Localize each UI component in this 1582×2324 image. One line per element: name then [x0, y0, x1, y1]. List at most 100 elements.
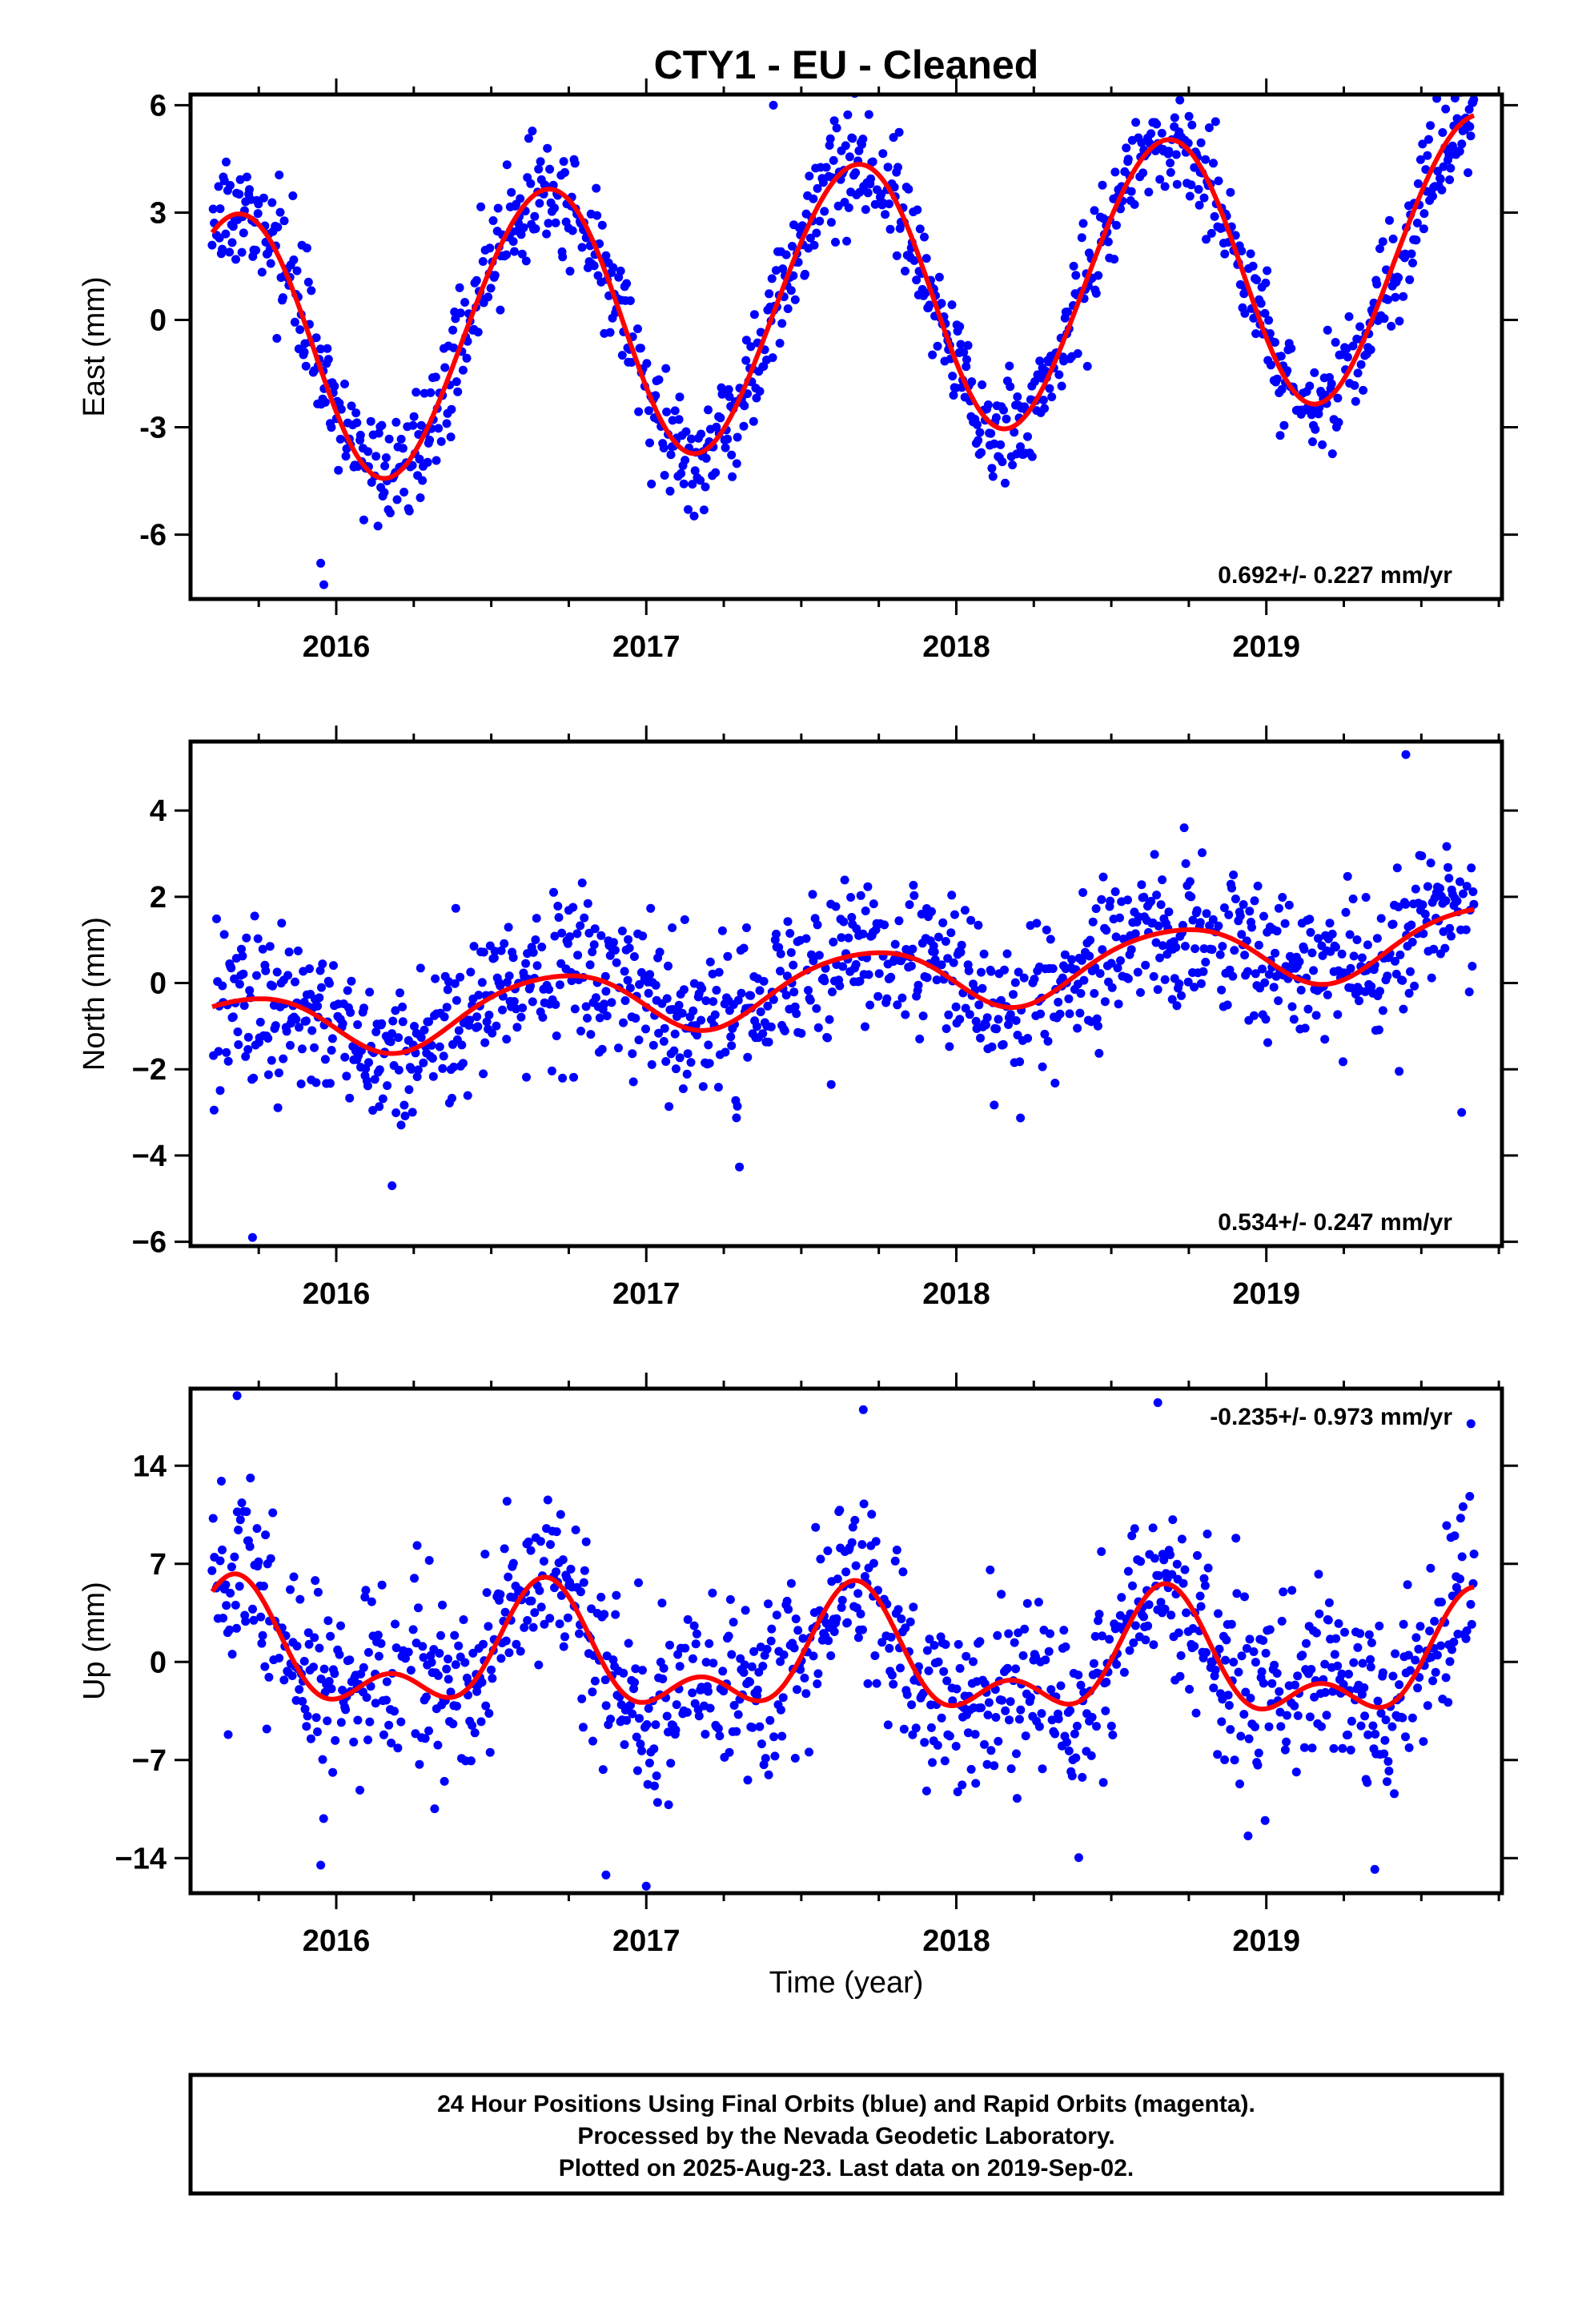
data-point: [526, 179, 536, 188]
data-point: [1126, 187, 1136, 196]
data-point: [813, 1669, 823, 1679]
data-point: [367, 1597, 376, 1606]
data-point: [675, 392, 685, 402]
data-point: [1305, 1712, 1315, 1722]
data-point: [571, 1525, 580, 1534]
data-point: [295, 1685, 304, 1695]
data-point: [1036, 1009, 1046, 1019]
data-point: [729, 1618, 738, 1627]
data-point: [1464, 168, 1473, 178]
data-point: [328, 1767, 338, 1777]
data-point: [863, 188, 873, 198]
data-point: [829, 1627, 839, 1636]
data-point: [1014, 1628, 1023, 1638]
data-point: [1299, 944, 1309, 954]
data-point: [1272, 927, 1282, 936]
data-point: [466, 1756, 476, 1766]
data-point: [1041, 1655, 1050, 1665]
data-point: [436, 1630, 445, 1640]
data-point: [481, 1701, 491, 1711]
data-point: [1378, 237, 1387, 247]
data-point: [739, 943, 749, 953]
data-point: [237, 247, 247, 257]
data-point: [428, 1072, 438, 1081]
data-point: [207, 1566, 217, 1575]
data-point: [1016, 442, 1025, 452]
data-point: [887, 1671, 897, 1680]
data-point: [832, 1614, 841, 1623]
data-point: [375, 1102, 384, 1112]
data-point: [1201, 155, 1211, 164]
data-point: [266, 1554, 275, 1563]
data-point: [890, 1556, 900, 1566]
data-point: [379, 1730, 388, 1739]
data-point: [468, 1721, 477, 1731]
data-point: [290, 317, 299, 327]
data-point: [855, 976, 865, 986]
data-point: [786, 1578, 796, 1588]
data-point: [1046, 1629, 1054, 1638]
data-point: [442, 1664, 452, 1674]
data-point: [780, 1026, 789, 1035]
data-point: [596, 931, 606, 940]
data-point: [951, 1002, 961, 1011]
data-point: [612, 1590, 621, 1600]
data-point: [1188, 915, 1198, 925]
data-point: [630, 1678, 639, 1687]
y-tick-label: −7: [132, 1744, 167, 1778]
data-point: [1013, 392, 1022, 401]
data-point: [510, 247, 519, 256]
data-point: [279, 1675, 289, 1685]
data-point: [1071, 271, 1081, 280]
data-point: [644, 1703, 653, 1713]
data-point: [1306, 927, 1315, 937]
data-point: [1020, 1624, 1030, 1634]
data-point: [1186, 180, 1196, 190]
data-point: [1098, 945, 1107, 955]
data-point: [1123, 155, 1133, 164]
data-point: [620, 967, 629, 976]
data-point: [263, 1034, 273, 1043]
x-tick-label: 2019: [1232, 630, 1300, 664]
data-point: [788, 242, 797, 251]
data-point: [1164, 907, 1174, 917]
data-point: [956, 340, 966, 349]
data-point: [1426, 1563, 1435, 1573]
data-point: [1240, 951, 1250, 960]
data-point: [1357, 1690, 1367, 1699]
data-point: [523, 1616, 532, 1625]
data-point: [937, 299, 946, 308]
data-point: [1437, 185, 1447, 195]
data-point: [1160, 182, 1170, 191]
data-point: [382, 1695, 391, 1705]
data-point: [909, 1602, 918, 1612]
data-point: [809, 1651, 818, 1661]
data-point: [235, 1582, 244, 1591]
data-point: [712, 986, 721, 995]
data-point: [259, 193, 268, 203]
data-point: [528, 1622, 538, 1632]
data-point: [502, 1497, 512, 1506]
data-point: [655, 947, 665, 957]
data-point: [1258, 964, 1267, 974]
data-point: [922, 1646, 932, 1655]
data-point: [679, 985, 689, 995]
data-point: [880, 920, 889, 930]
data-point: [781, 991, 791, 1000]
data-point: [635, 1714, 644, 1723]
data-point: [648, 1040, 658, 1050]
data-point: [254, 199, 263, 209]
data-point: [1249, 1011, 1259, 1020]
data-point: [212, 914, 221, 923]
data-point: [1227, 1619, 1236, 1629]
data-point: [1014, 1715, 1024, 1724]
data-point: [235, 175, 245, 184]
data-point: [266, 259, 275, 268]
data-point: [485, 1747, 495, 1757]
data-point: [1038, 1062, 1047, 1072]
data-point: [1314, 1570, 1323, 1579]
data-point: [1195, 918, 1205, 927]
data-point: [1373, 1696, 1383, 1706]
data-point: [675, 1053, 685, 1063]
data-point: [1182, 1608, 1191, 1618]
